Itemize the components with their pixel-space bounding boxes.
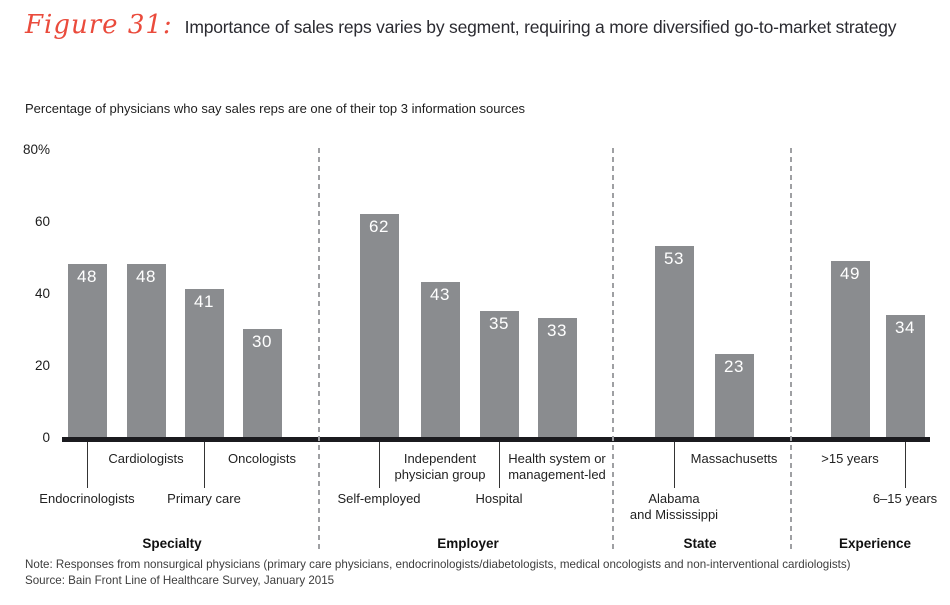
figure-header: Figure 31: Importance of sales reps vari… [25, 10, 945, 40]
bar-value-label: 48 [77, 267, 97, 286]
bar-value-label: 53 [664, 249, 684, 268]
bar-value-label: 23 [724, 357, 744, 376]
category-label: Endocrinologists [39, 491, 135, 506]
category-label: Oncologists [228, 451, 296, 466]
label-leader-line [87, 442, 88, 488]
figure-title: Importance of sales reps varies by segme… [184, 17, 897, 37]
y-axis-tick-label: 20 [34, 358, 50, 373]
note-text: Note: Responses from nonsurgical physici… [25, 558, 851, 571]
x-axis-baseline [62, 437, 930, 442]
category-label: Cardiologists [108, 451, 184, 466]
group-title: State [683, 536, 717, 551]
bar-value-label: 34 [895, 318, 915, 337]
bar: 43 [420, 282, 460, 437]
bar-value-label: 33 [547, 321, 567, 340]
category-label: Hospital [475, 491, 523, 506]
label-leader-line [674, 442, 675, 488]
category-label: Massachusetts [690, 451, 778, 466]
bar-value-label: 41 [194, 292, 214, 311]
group-separator-line [612, 148, 614, 552]
label-leader-line [499, 442, 500, 488]
bar-value-label: 48 [136, 267, 156, 286]
category-label: 6–15 years [872, 491, 938, 506]
bar: 62 [359, 214, 399, 437]
figure-number-label: Figure 31: [25, 10, 173, 40]
category-label: Independent physician group [394, 451, 486, 482]
bar-value-label: 43 [430, 285, 450, 304]
y-axis-tick-label: 0 [42, 430, 50, 445]
bar: 33 [537, 318, 577, 437]
y-axis-tick-label: 40 [34, 286, 50, 301]
category-label: Alabama and Mississippi [629, 491, 719, 522]
bar-value-label: 62 [369, 217, 389, 236]
bar: 48 [126, 264, 166, 437]
group-title: Specialty [142, 536, 202, 551]
group-separator-line [790, 148, 792, 552]
bar: 53 [654, 246, 694, 437]
category-label: Self-employed [337, 491, 421, 506]
bar: 34 [885, 315, 925, 437]
group-title: Experience [838, 536, 912, 551]
y-axis-tick-label: 60 [34, 214, 50, 229]
bar: 49 [830, 261, 870, 437]
bar: 23 [714, 354, 754, 437]
category-label: Health system or management-led [508, 451, 606, 482]
chart-subtitle: Percentage of physicians who say sales r… [25, 101, 526, 116]
bar-value-label: 30 [252, 332, 272, 351]
label-leader-line [905, 442, 906, 488]
group-separator-line [318, 148, 320, 552]
bar: 35 [479, 311, 519, 437]
group-title: Employer [437, 536, 499, 551]
source-text: Source: Bain Front Line of Healthcare Su… [25, 573, 335, 587]
bar: 41 [184, 289, 224, 437]
bar: 48 [67, 264, 107, 437]
label-leader-line [204, 442, 205, 488]
category-label: Primary care [167, 491, 241, 506]
footnotes: Note: Responses from nonsurgical physici… [25, 557, 851, 588]
bar-value-label: 35 [489, 314, 509, 333]
bar: 30 [242, 329, 282, 437]
bar-value-label: 49 [840, 264, 860, 283]
label-leader-line [379, 442, 380, 488]
y-axis-tick-label: 80% [22, 142, 50, 157]
category-label: >15 years [821, 451, 879, 466]
